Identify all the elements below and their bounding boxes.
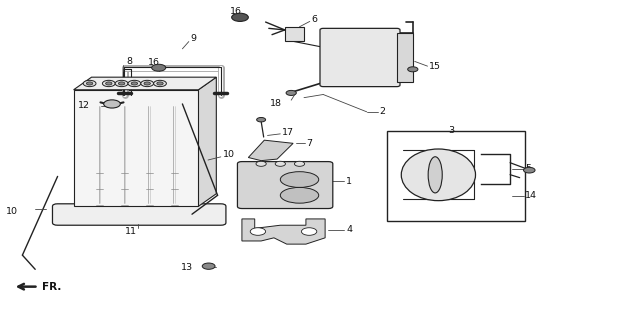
FancyBboxPatch shape: [320, 28, 400, 87]
Circle shape: [256, 161, 266, 166]
Text: 17: 17: [282, 128, 294, 137]
Bar: [285, 27, 304, 41]
Circle shape: [257, 117, 266, 122]
Circle shape: [202, 263, 215, 269]
Text: 1: 1: [346, 177, 352, 186]
Circle shape: [86, 82, 93, 85]
Text: 2: 2: [380, 107, 385, 116]
Circle shape: [115, 80, 128, 87]
Polygon shape: [242, 219, 325, 244]
Circle shape: [152, 64, 166, 71]
Circle shape: [275, 161, 285, 166]
Circle shape: [408, 67, 418, 72]
Circle shape: [294, 161, 305, 166]
Circle shape: [524, 167, 535, 173]
Circle shape: [301, 228, 317, 235]
Bar: [397, 33, 413, 82]
Text: 16: 16: [230, 8, 241, 16]
Text: 12: 12: [77, 101, 90, 110]
Circle shape: [128, 80, 141, 87]
Circle shape: [83, 80, 96, 87]
Ellipse shape: [280, 172, 319, 187]
Polygon shape: [248, 140, 293, 161]
Circle shape: [141, 80, 154, 87]
Text: 11: 11: [125, 227, 137, 236]
Text: 4: 4: [346, 226, 352, 234]
Text: 13: 13: [181, 263, 193, 272]
Circle shape: [118, 82, 125, 85]
Text: FR.: FR.: [42, 282, 61, 292]
Bar: [74, 90, 198, 206]
Text: 5: 5: [525, 164, 531, 173]
Text: 7: 7: [306, 139, 312, 148]
Circle shape: [104, 100, 120, 108]
Text: 18: 18: [269, 99, 282, 108]
Text: 10: 10: [6, 207, 19, 215]
FancyBboxPatch shape: [237, 162, 333, 209]
Ellipse shape: [428, 157, 442, 193]
Text: 14: 14: [525, 192, 537, 200]
Bar: [387, 131, 525, 220]
Polygon shape: [198, 77, 216, 206]
Circle shape: [102, 80, 115, 87]
Text: 16: 16: [148, 58, 159, 67]
Text: 3: 3: [448, 126, 454, 135]
Text: 9: 9: [190, 34, 196, 43]
Text: 6: 6: [311, 15, 317, 24]
Circle shape: [106, 82, 112, 85]
FancyBboxPatch shape: [52, 204, 226, 225]
Ellipse shape: [280, 187, 319, 203]
Circle shape: [131, 82, 138, 85]
Ellipse shape: [401, 149, 476, 201]
Text: 10: 10: [223, 151, 235, 159]
Circle shape: [250, 228, 266, 235]
Circle shape: [286, 90, 296, 95]
Text: 15: 15: [429, 62, 441, 71]
Text: 8: 8: [126, 57, 132, 66]
Polygon shape: [74, 77, 216, 90]
Circle shape: [157, 82, 163, 85]
Circle shape: [154, 80, 166, 87]
Circle shape: [144, 82, 150, 85]
Circle shape: [232, 13, 248, 21]
